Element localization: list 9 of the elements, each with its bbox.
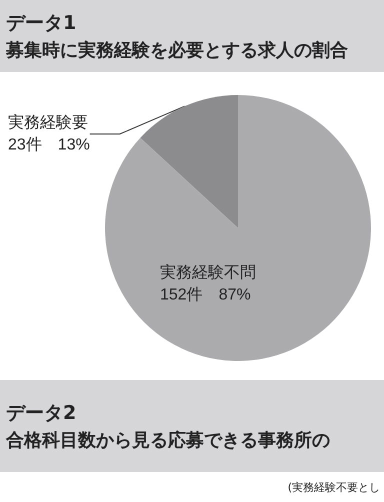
- chart-title: データ1: [6, 11, 76, 36]
- chart-subtitle: 募集時に実務経験を必要とする求人の割合: [6, 39, 348, 62]
- text: (実務経験不要とし: [288, 480, 380, 495]
- slice-label: 実務経験不問: [160, 264, 256, 282]
- data-label: 152件 87%: [160, 286, 251, 304]
- data-label: 23件 13%: [8, 136, 90, 154]
- slice-label: 実務経験要: [8, 114, 88, 132]
- text: データ2: [6, 401, 76, 426]
- text: 合格科目数から見る応募できる事務所の: [6, 429, 330, 452]
